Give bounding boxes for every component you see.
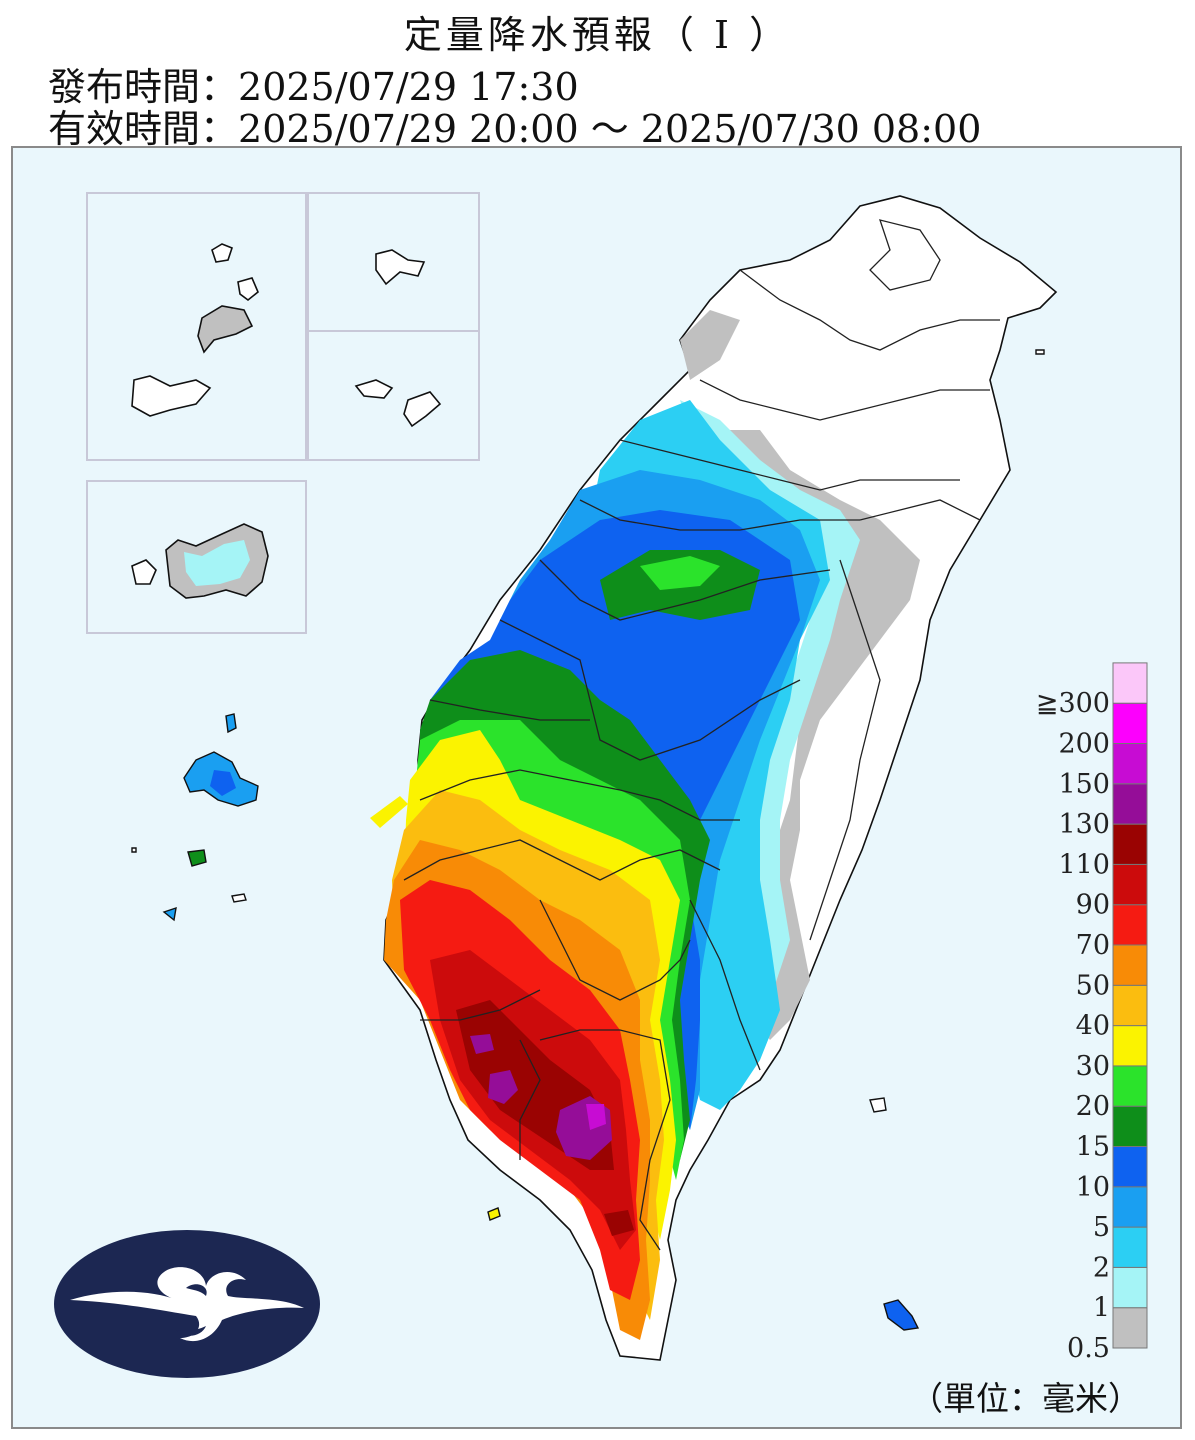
inset-boxes (86, 192, 480, 634)
valid-time-value: 2025/07/29 20:00 ～ 2025/07/30 08:00 (238, 107, 982, 151)
legend-tick-label: 40 (1076, 1011, 1110, 1042)
legend-tick-label: ≧300 (1036, 688, 1110, 719)
rainfall-zones (370, 310, 920, 1340)
legend-tick-label: 5 (1093, 1212, 1110, 1243)
legend-tick-label: 110 (1058, 849, 1110, 880)
valid-time-label: 有效時間： (48, 107, 239, 151)
penghu-islands (131, 713, 259, 922)
legend-unit: （單位：毫米） (910, 1379, 1141, 1418)
cwa-logo (54, 1230, 320, 1378)
issue-time: 發布時間：2025/07/29 17:30 (48, 56, 579, 111)
legend-swatch-2 (1112, 1226, 1148, 1268)
legend-tick-label: 10 (1076, 1172, 1110, 1203)
issue-time-label: 發布時間： (48, 65, 239, 109)
legend-swatch-9 (1112, 944, 1148, 986)
inset-matsu (86, 192, 307, 461)
legend-swatch-16 (1112, 662, 1148, 704)
legend-tick-label: 15 (1076, 1132, 1110, 1163)
inset-kinmen (86, 480, 307, 634)
valid-time: 有效時間：2025/07/29 20:00 ～ 2025/07/30 08:00 (48, 98, 981, 153)
issue-time-value: 2025/07/29 17:30 (238, 65, 579, 109)
legend-swatch-15 (1112, 702, 1148, 745)
legend-tick-label: 0.5 (1067, 1333, 1110, 1364)
legend-tick-label: 50 (1076, 970, 1110, 1001)
legend-tick-label: 30 (1076, 1051, 1110, 1082)
legend: 0.5 1 2 5 10 15 20 30 40 50 70 90 110 130 150 200 ≧300 (1036, 662, 1148, 1364)
legend-swatch-4 (1112, 1146, 1148, 1188)
legend-swatch-14 (1112, 743, 1148, 785)
legend-tick-label: 1 (1093, 1293, 1110, 1324)
legend-tick-label: 20 (1076, 1091, 1110, 1122)
legend-tick-label: 90 (1076, 890, 1110, 921)
legend-tick-label: 2 (1093, 1252, 1110, 1283)
legend-tick-label: 200 (1058, 729, 1110, 760)
inset-juguang (307, 330, 480, 461)
inset-islands (131, 243, 442, 599)
offshore-islands (487, 349, 1045, 1331)
legend-swatch-11 (1112, 863, 1148, 906)
legend-swatch-3 (1112, 1186, 1148, 1228)
legend-swatch-1 (1112, 1266, 1148, 1309)
legend-tick-label: 130 (1058, 809, 1110, 840)
legend-swatch-12 (1112, 823, 1148, 865)
legend-tick-label: 150 (1058, 769, 1110, 800)
legend-swatch-8 (1112, 984, 1148, 1027)
legend-tick-label: 70 (1076, 930, 1110, 961)
legend-swatch-5 (1112, 1105, 1148, 1147)
legend-swatch-13 (1112, 783, 1148, 825)
legend-swatch-0 (1112, 1307, 1148, 1349)
legend-swatch-7 (1112, 1025, 1148, 1067)
legend-swatch-6 (1112, 1065, 1148, 1107)
map-title: 定量降水預報（ I ） (403, 13, 792, 57)
county-boundaries (403, 219, 1000, 1251)
legend-swatch-10 (1112, 904, 1148, 946)
cloud-swirl-icon (70, 1267, 304, 1342)
